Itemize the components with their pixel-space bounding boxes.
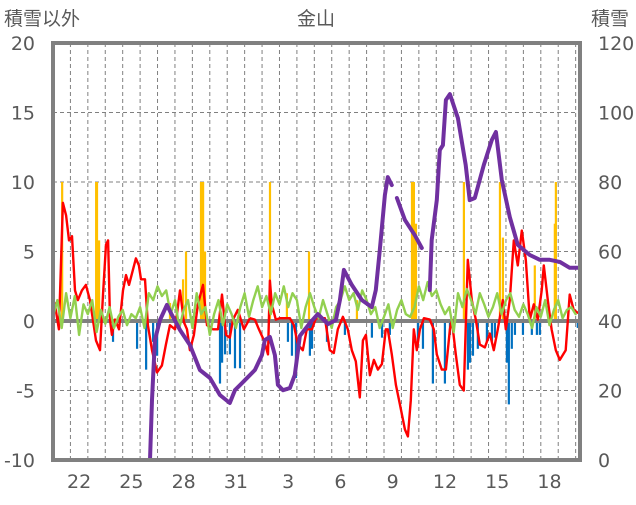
right-tick-label: 120 xyxy=(598,33,634,55)
blue-bars-bar xyxy=(308,321,311,356)
left-tick-label: 20 xyxy=(11,33,35,55)
right-tick-label: 60 xyxy=(598,242,622,264)
yellow-bars-bar xyxy=(414,223,418,321)
blue-bars-bar xyxy=(466,321,470,370)
yellow-bars-bar xyxy=(307,251,311,321)
blue-bars-bar xyxy=(151,321,155,342)
blue-bars-bar xyxy=(507,321,510,405)
yellow-bars-bar xyxy=(554,182,557,321)
blue-bars-bar xyxy=(513,321,517,335)
left-tick-label: 0 xyxy=(23,311,35,333)
yellow-bars-bar xyxy=(97,240,101,321)
yellow-bars-bar xyxy=(95,182,99,321)
blue-bars-bar xyxy=(443,321,447,384)
blue-bars-bar xyxy=(521,321,525,335)
right-tick-label: 80 xyxy=(598,172,622,194)
yellow-bars-bar xyxy=(462,182,465,321)
yellow-bars-bar xyxy=(203,251,207,321)
blue-bars-bar xyxy=(576,321,579,328)
yellow-bars-bar xyxy=(410,182,414,321)
blue-bars-bar xyxy=(135,321,139,349)
blue-bars-bar xyxy=(493,321,497,338)
green-series-line xyxy=(51,280,577,337)
x-tick-label: 15 xyxy=(485,471,509,493)
blue-bars-bar xyxy=(223,321,227,355)
blue-bars-bar xyxy=(218,321,222,384)
right-tick-label: 100 xyxy=(598,103,634,125)
blue-bars-bar xyxy=(238,321,242,369)
blue-bars-bar xyxy=(388,321,391,335)
yellow-bars-bar xyxy=(268,182,272,321)
right-tick-label: 20 xyxy=(598,381,622,403)
blue-bars-bar xyxy=(490,321,494,342)
yellow-bars-bar xyxy=(181,279,185,321)
tick-labels: 20 15 10 5 0 -5 -10 120 100 80 60 40 20 0 22 25 28 31 3 6 9 1… xyxy=(4,33,634,493)
blue-bars-bar xyxy=(471,321,475,356)
lines xyxy=(51,92,580,462)
x-tick-label: 3 xyxy=(282,471,294,493)
yellow-bars-bar xyxy=(285,293,288,321)
yellow-bars-bar xyxy=(199,182,203,321)
yellow-bars-bar xyxy=(498,182,502,321)
yellow-bars-bar xyxy=(533,265,536,321)
right-axis-title: 積雪 xyxy=(591,8,629,30)
blue-bars-bar xyxy=(145,321,148,370)
gridlines xyxy=(53,43,580,460)
blue-bars-bar xyxy=(485,321,488,342)
blue-bars-bar xyxy=(310,321,314,349)
blue-bars-bar xyxy=(505,321,509,363)
x-tick-label: 12 xyxy=(433,471,457,493)
snow-depth-series-line xyxy=(51,92,580,462)
blue-bars-bar xyxy=(380,321,384,338)
right-tick-label: 40 xyxy=(598,311,622,333)
blue-bars-bar xyxy=(220,321,224,363)
x-tick-label: 9 xyxy=(387,471,399,493)
blue-bars-bar xyxy=(286,321,290,342)
bars xyxy=(53,182,580,405)
blue-bars-bar xyxy=(468,321,472,363)
blue-bars-bar xyxy=(535,321,538,335)
left-axis-title: 積雪以外 xyxy=(4,8,80,30)
blue-bars-bar xyxy=(233,321,237,369)
red-series-line xyxy=(51,201,579,438)
left-tick-label: -5 xyxy=(16,381,35,403)
left-tick-label: 5 xyxy=(23,242,35,264)
yellow-bars-bar xyxy=(501,237,505,321)
chart-title: 金山 xyxy=(297,8,335,30)
left-tick-label: 10 xyxy=(11,172,35,194)
x-tick-label: 31 xyxy=(224,471,248,493)
left-tick-label: 15 xyxy=(11,103,35,125)
x-tick-label: 22 xyxy=(67,471,91,493)
blue-bars-bar xyxy=(294,321,298,378)
plot-border xyxy=(51,41,582,462)
blue-bars-bar xyxy=(370,321,374,338)
x-tick-label: 6 xyxy=(334,471,346,493)
plot-frame xyxy=(51,41,582,462)
yellow-bars-bar xyxy=(201,182,205,321)
blue-bars-bar xyxy=(290,321,294,356)
x-tick-label: 18 xyxy=(537,471,561,493)
blue-bars-bar xyxy=(538,321,541,335)
blue-bars-bar xyxy=(343,321,347,335)
x-tick-label: 25 xyxy=(119,471,143,493)
blue-bars-bar xyxy=(431,321,434,384)
right-tick-label: 0 xyxy=(598,450,610,472)
yellow-bars-bar xyxy=(412,182,415,321)
left-tick-label: -10 xyxy=(4,450,35,472)
yellow-bars-bar xyxy=(184,251,188,321)
blue-bars-bar xyxy=(421,321,425,349)
blue-bars-bar xyxy=(510,321,513,349)
blue-bars-bar xyxy=(416,321,420,342)
x-tick-label: 28 xyxy=(172,471,196,493)
